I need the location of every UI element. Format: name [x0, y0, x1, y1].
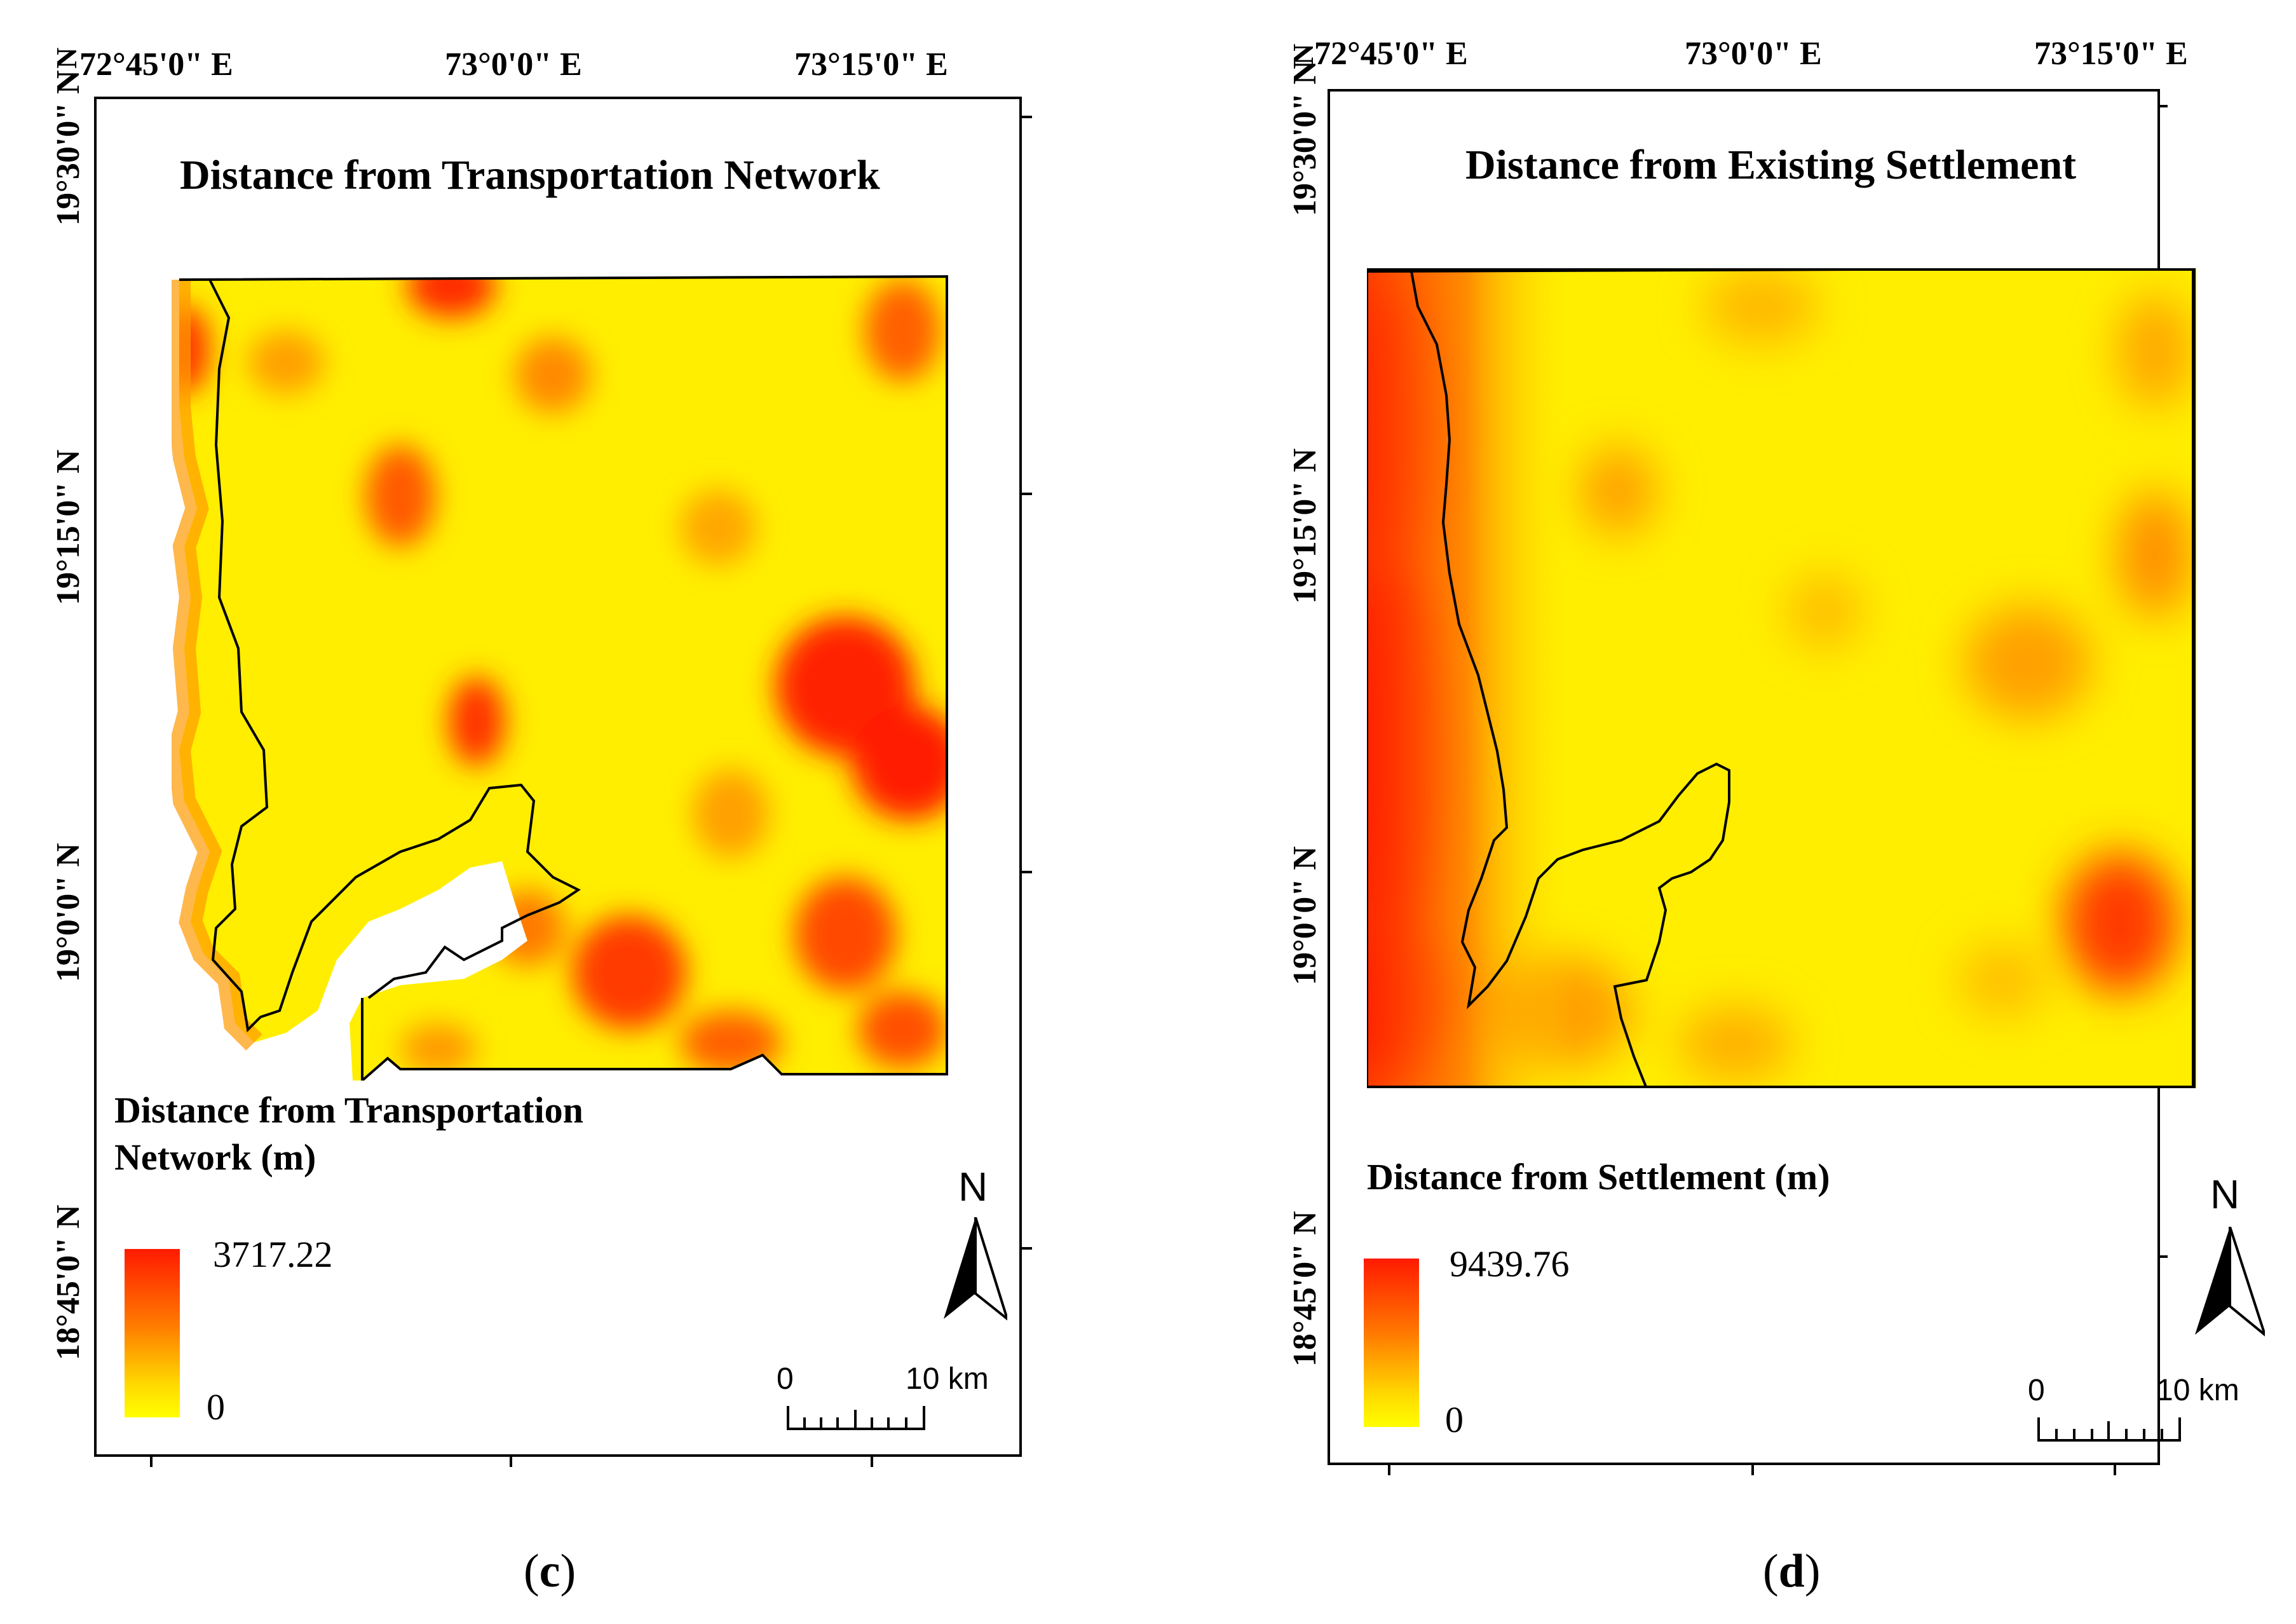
legend-color-ramp — [125, 1249, 180, 1417]
tick-bottom — [150, 1457, 153, 1467]
panel-d: 72°45'0" E 73°0'0" E 73°15'0" E 19°30'0"… — [1148, 0, 2295, 1624]
legend-title-line2: Network (m) — [114, 1136, 316, 1178]
scale-bar-icon — [2037, 1417, 2181, 1442]
tick-bottom — [1388, 1465, 1390, 1475]
tick-right — [1022, 1247, 1032, 1250]
tick-right — [1022, 116, 1032, 118]
lat-label-18-45: 18°45'0" N — [50, 1204, 86, 1360]
lat-label-19-30: 19°30'0" N — [50, 70, 86, 226]
scale-end: 10 km — [2156, 1374, 2239, 1407]
legend-title: Distance from Settlement (m) — [1367, 1156, 1830, 1198]
lon-label-73-15: 73°15'0" E — [2034, 36, 2188, 72]
lat-label-19-15: 19°15'0" N — [50, 449, 86, 605]
north-letter: N — [958, 1164, 988, 1210]
distance-raster-d — [1367, 268, 2196, 1088]
tick-bottom — [871, 1457, 873, 1467]
map-title: Distance from Existing Settlement — [1465, 142, 2077, 188]
lat-label-19-00: 19°0'0" N — [50, 843, 86, 982]
legend-max-value: 3717.22 — [213, 1234, 333, 1275]
scale-bar-icon — [787, 1406, 925, 1430]
lon-label-73-00: 73°0'0" E — [1685, 36, 1822, 72]
distance-raster-c — [172, 275, 948, 1081]
map-title: Distance from Transportation Network — [180, 152, 880, 198]
tick-bottom — [510, 1457, 512, 1467]
lat-label-18-45: 18°45'0" N — [1287, 1211, 1323, 1367]
tick-right — [2160, 1255, 2168, 1258]
scale-start: 0 — [2028, 1374, 2045, 1407]
lon-label-72-45: 72°45'0" E — [79, 46, 233, 83]
legend-color-ramp — [1364, 1259, 1419, 1427]
lat-label-19-15: 19°15'0" N — [1287, 448, 1323, 604]
lat-label-fragment: N — [1287, 43, 1319, 65]
legend-min-value: 0 — [1445, 1399, 1464, 1440]
panel-caption: (d) — [1763, 1545, 1821, 1597]
tick-bottom — [1751, 1465, 1754, 1475]
tick-right — [1022, 871, 1032, 873]
north-arrow-icon — [2195, 1227, 2265, 1337]
lat-label-fragment: N — [50, 47, 83, 69]
north-letter: N — [2210, 1171, 2240, 1217]
panel-c: 72°45'0" E 73°0'0" E 73°15'0" E 19°30'0"… — [50, 46, 1032, 1597]
tick-bottom — [2114, 1465, 2116, 1475]
tick-right — [2160, 105, 2168, 107]
legend-title-line1: Distance from Transportation — [114, 1089, 583, 1131]
lon-label-72-45: 72°45'0" E — [1314, 36, 1468, 72]
legend-max-value: 9439.76 — [1450, 1243, 1570, 1285]
legend-title: Distance from Transportation Network (m) — [114, 1087, 583, 1181]
lon-label-73-00: 73°0'0" E — [445, 46, 582, 83]
tick-right — [1022, 493, 1032, 495]
north-arrow-icon — [944, 1217, 1007, 1321]
lat-label-19-00: 19°0'0" N — [1287, 846, 1323, 985]
panel-caption: (c) — [524, 1545, 576, 1597]
lon-label-73-15: 73°15'0" E — [794, 46, 948, 83]
legend-min-value: 0 — [207, 1386, 225, 1428]
scale-start: 0 — [777, 1362, 794, 1396]
scale-end: 10 km — [906, 1362, 989, 1396]
lat-label-19-30: 19°30'0" N — [1287, 60, 1323, 216]
